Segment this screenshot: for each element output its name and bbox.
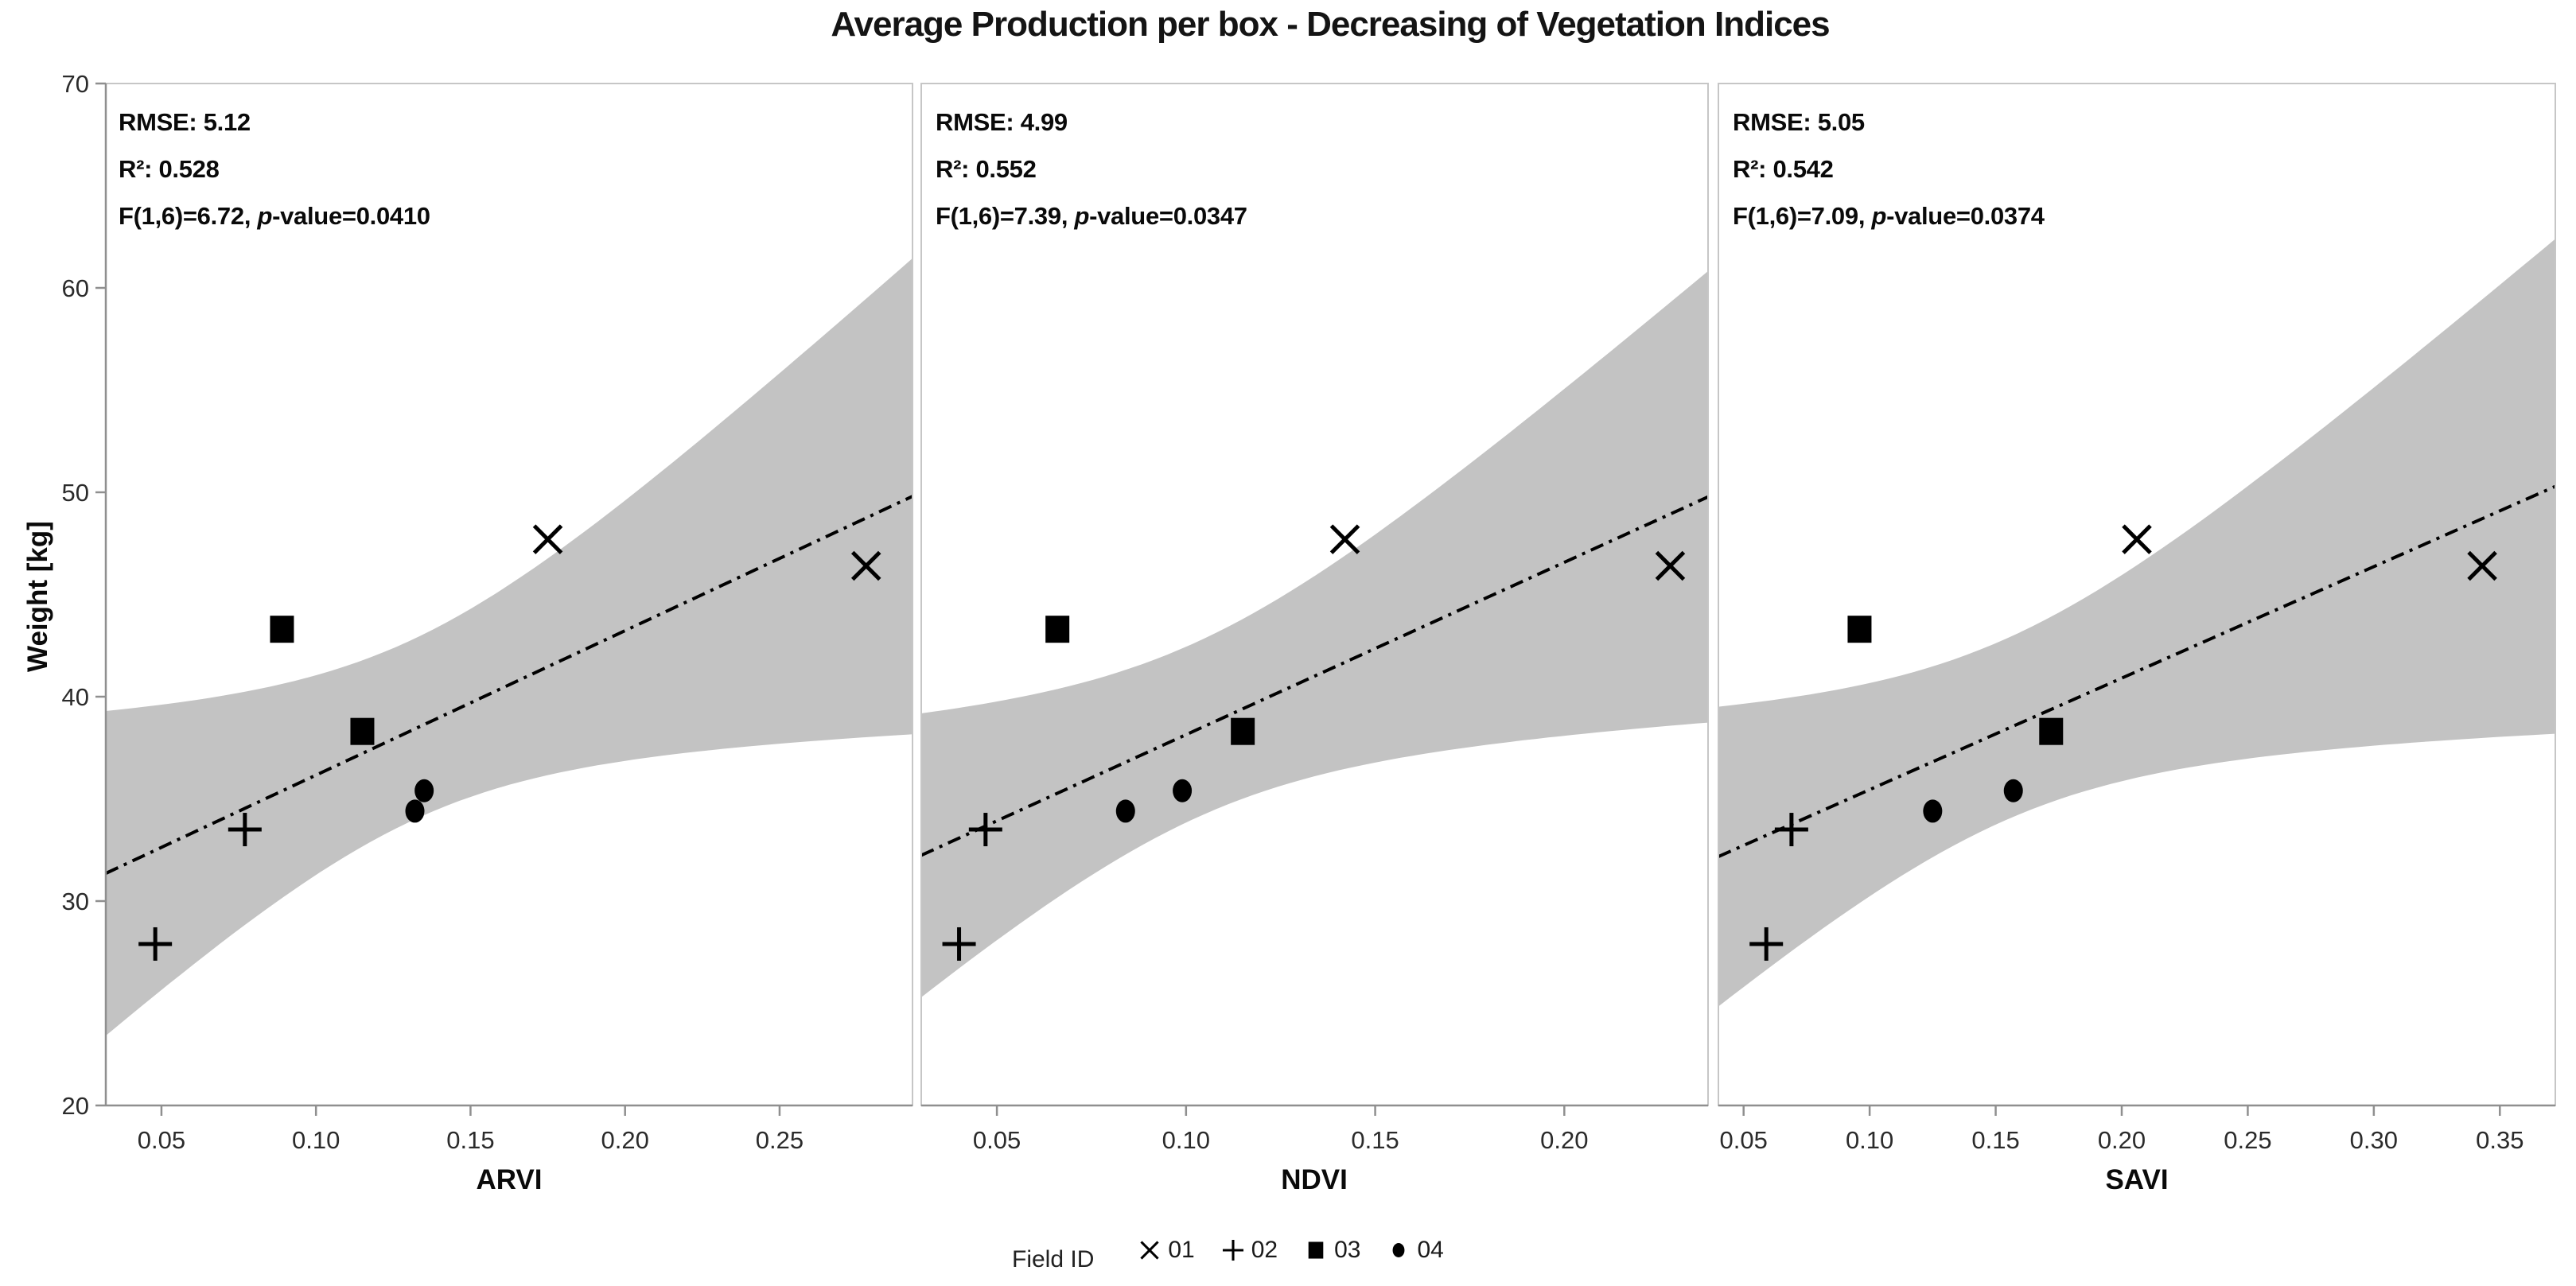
- x-marker-icon: [1140, 1241, 1159, 1260]
- dot-marker-icon: [1393, 1243, 1405, 1257]
- stat-f: F(1,6)=7.39, p-value=0.0347: [936, 202, 1247, 230]
- legend-item-04: 04: [1384, 1234, 1444, 1266]
- x-axis-title-savi: SAVI: [2105, 1164, 2169, 1195]
- series-01: [1329, 524, 1686, 581]
- y-axis: 70 60 50 40 30 20: [62, 70, 107, 1120]
- stat-r2: R²: 0.552: [936, 155, 1037, 183]
- x-tick-label: 0.10: [1846, 1126, 1893, 1154]
- series-04: [405, 779, 434, 823]
- x-tick-label: 0.05: [1720, 1126, 1768, 1154]
- stat-r2: R²: 0.542: [1733, 155, 1834, 183]
- stat-r2: R²: 0.528: [119, 155, 220, 183]
- y-tick-label: 40: [62, 683, 89, 711]
- legend: Field ID 01 02 03 04: [1012, 1234, 1468, 1272]
- legend-title: Field ID: [1012, 1246, 1095, 1272]
- stats-block-savi: RMSE: 5.05 R²: 0.542 F(1,6)=7.09, p-valu…: [1733, 99, 2045, 239]
- x-axis-title-arvi: ARVI: [476, 1164, 543, 1195]
- confidence-band: [106, 258, 912, 1036]
- legend-item-01: 01: [1135, 1234, 1195, 1266]
- series-02: [138, 813, 262, 961]
- series-03: [1045, 616, 1255, 745]
- x-tick-label: 0.10: [1162, 1126, 1210, 1154]
- x-tick-label: 0.15: [1971, 1126, 2019, 1154]
- legend-item-02: 02: [1219, 1234, 1278, 1266]
- x-tick-label: 0.05: [973, 1126, 1021, 1154]
- regression-line: [106, 495, 912, 875]
- stat-rmse: RMSE: 5.05: [1733, 108, 1865, 136]
- regression-line: [921, 495, 1708, 857]
- series-02: [942, 813, 1002, 961]
- x-tick-label: 0.25: [756, 1126, 804, 1154]
- x-tick-label: 0.20: [601, 1126, 649, 1154]
- x-tick-label: 0.20: [2098, 1126, 2146, 1154]
- series-03: [270, 616, 375, 745]
- series-04: [1115, 779, 1193, 823]
- y-tick-label: 50: [62, 479, 89, 507]
- panel-ndvi: 0.05 0.10 0.15 0.20: [920, 83, 1709, 1154]
- confidence-band: [921, 270, 1708, 997]
- x-tick-label: 0.15: [1351, 1126, 1399, 1154]
- panel-arvi: 0.05 0.10 0.15 0.20 0.25: [105, 83, 913, 1154]
- x-tick-label: 0.35: [2476, 1126, 2523, 1154]
- stat-f: F(1,6)=6.72, p-value=0.0410: [119, 202, 430, 230]
- chart-title: Average Production per box - Decreasing …: [831, 5, 1830, 44]
- panel-savi: 0.05 0.10 0.15 0.20 0.25 0.30 0.35: [1718, 83, 2556, 1154]
- series-02: [1749, 813, 1808, 961]
- plus-marker-icon: [1222, 1239, 1243, 1261]
- legend-item-label: 02: [1251, 1237, 1278, 1263]
- legend-item-label: 03: [1334, 1237, 1361, 1263]
- x-tick-label: 0.20: [1540, 1126, 1588, 1154]
- y-tick-label: 30: [62, 888, 89, 915]
- legend-item-label: 01: [1168, 1237, 1195, 1263]
- series-01: [532, 524, 881, 581]
- stats-block-arvi: RMSE: 5.12 R²: 0.528 F(1,6)=6.72, p-valu…: [119, 99, 430, 239]
- x-axis-title-ndvi: NDVI: [1281, 1164, 1348, 1195]
- legend-item-label: 04: [1417, 1237, 1444, 1263]
- x-tick-label: 0.30: [2350, 1126, 2398, 1154]
- series-01: [2122, 524, 2497, 581]
- legend-items: 01 02 03 04: [1135, 1234, 1468, 1266]
- series-03: [1847, 616, 2064, 745]
- stat-rmse: RMSE: 5.12: [119, 108, 251, 136]
- x-tick-label: 0.05: [138, 1126, 185, 1154]
- y-tick-label: 20: [62, 1092, 89, 1120]
- x-tick-label: 0.25: [2224, 1126, 2271, 1154]
- stats-block-ndvi: RMSE: 4.99 R²: 0.552 F(1,6)=7.39, p-valu…: [936, 99, 1247, 239]
- y-tick-label: 70: [62, 70, 89, 98]
- stat-rmse: RMSE: 4.99: [936, 108, 1068, 136]
- series-04: [1923, 779, 2023, 823]
- regression-line: [1718, 484, 2555, 858]
- x-tick-label: 0.10: [292, 1126, 340, 1154]
- y-tick-label: 60: [62, 274, 89, 302]
- legend-item-03: 03: [1302, 1234, 1360, 1266]
- stat-f: F(1,6)=7.09, p-value=0.0374: [1733, 202, 2045, 230]
- x-tick-label: 0.15: [446, 1126, 494, 1154]
- confidence-band: [1718, 239, 2555, 1007]
- square-marker-icon: [1308, 1241, 1324, 1259]
